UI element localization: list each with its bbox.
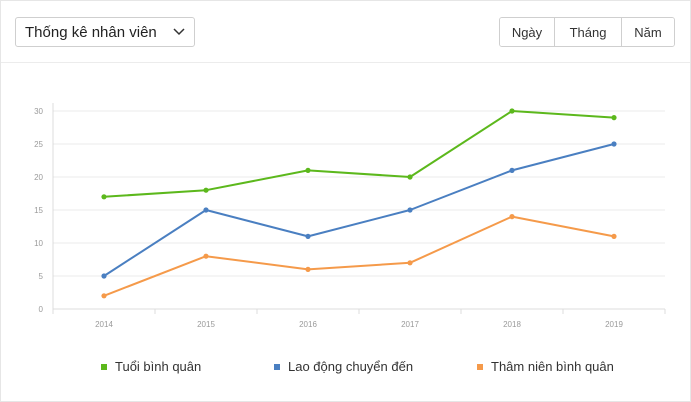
series-line-0 — [103, 110, 615, 198]
data-point — [611, 141, 617, 147]
data-point — [407, 260, 413, 266]
card-header: Thống kê nhân viên Ngày Tháng Năm — [1, 1, 690, 63]
data-point — [101, 293, 107, 299]
y-tick-label: 5 — [39, 272, 44, 281]
statistics-dropdown[interactable]: Thống kê nhân viên — [15, 17, 195, 47]
data-point — [407, 207, 413, 213]
dropdown-label: Thống kê nhân viên — [25, 23, 157, 41]
data-point — [611, 233, 617, 239]
legend-label: Thâm niên bình quân — [491, 359, 614, 374]
y-tick-label: 10 — [34, 239, 43, 248]
y-tick-label: 30 — [34, 107, 43, 116]
legend-item: Tuổi bình quân — [101, 359, 201, 374]
data-point — [305, 167, 311, 173]
data-point — [203, 187, 209, 193]
x-tick-label: 2019 — [605, 320, 623, 329]
data-point — [509, 167, 515, 173]
line-chart: 0 5 10 15 20 25 30 2014 2015 2016 2017 2018 2019 — [34, 103, 666, 329]
series-line-1 — [103, 143, 615, 277]
y-tick-label: 20 — [34, 173, 43, 182]
x-tick-label: 2014 — [95, 320, 113, 329]
y-tick-label: 25 — [34, 140, 43, 149]
period-toggle: Ngày Tháng Năm — [499, 17, 675, 47]
legend-swatch — [101, 363, 107, 370]
x-tick-label: 2016 — [299, 320, 317, 329]
x-tick-label: 2015 — [197, 320, 215, 329]
data-point — [203, 207, 209, 213]
y-tick-label: 15 — [34, 206, 43, 215]
chart-legend: Tuổi bình quân Lao động chuyển đến Thâm ni… — [1, 353, 691, 381]
legend-item: Thâm niên bình quân — [477, 359, 614, 374]
data-point — [305, 233, 311, 239]
legend-label: Lao động chuyển đến — [288, 359, 414, 374]
legend-label: Tuổi bình quân — [115, 359, 202, 374]
data-point — [509, 108, 515, 114]
data-point — [509, 214, 515, 220]
data-point — [203, 253, 209, 259]
data-point — [611, 115, 617, 121]
data-point — [101, 194, 107, 200]
legend-swatch — [477, 363, 483, 370]
chevron-down-icon — [173, 28, 185, 36]
data-point — [101, 273, 107, 279]
legend-swatch — [274, 363, 280, 370]
series-line-2 — [103, 215, 615, 297]
x-tick-label: 2018 — [503, 320, 521, 329]
year-button[interactable]: Năm — [622, 18, 674, 46]
data-point — [305, 266, 311, 272]
day-button[interactable]: Ngày — [500, 18, 555, 46]
legend-item: Lao động chuyển đến — [274, 359, 413, 374]
y-tick-label: 0 — [39, 305, 44, 314]
month-button[interactable]: Tháng — [555, 18, 622, 46]
data-point — [407, 174, 413, 180]
x-tick-label: 2017 — [401, 320, 419, 329]
